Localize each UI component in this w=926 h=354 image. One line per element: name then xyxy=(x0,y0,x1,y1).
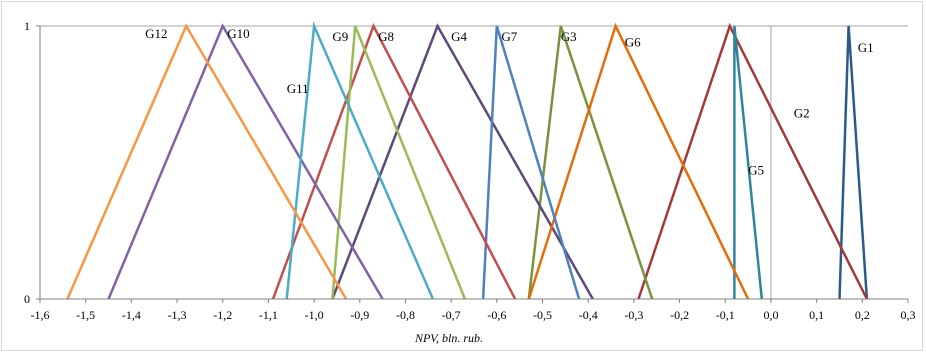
x-tick-label: -1,3 xyxy=(168,308,187,322)
series-label-g11: G11 xyxy=(287,81,309,96)
x-tick-label: -0,9 xyxy=(350,308,369,322)
x-tick-label: 0,3 xyxy=(901,308,916,322)
grid-layer xyxy=(40,25,908,299)
x-tick-label: -1,4 xyxy=(122,308,141,322)
x-tick-label: -0,3 xyxy=(624,308,643,322)
x-tick-label: 0,2 xyxy=(855,308,870,322)
series-line-g5 xyxy=(733,25,764,300)
x-tick-label: -0,7 xyxy=(442,308,461,322)
series-line-g11 xyxy=(285,21,435,300)
series-label-g6: G6 xyxy=(625,34,641,49)
x-tick-label: -0,5 xyxy=(533,308,552,322)
x-tick-label: -1,1 xyxy=(259,308,278,322)
series-line-g3 xyxy=(527,25,654,300)
x-tick-label: -0,8 xyxy=(396,308,415,322)
series-label-g10: G10 xyxy=(227,26,249,41)
x-tick-label: 0,0 xyxy=(763,308,778,322)
series-label-g8: G8 xyxy=(378,29,394,44)
series-label-g9: G9 xyxy=(332,29,348,44)
x-tick-label: -0,6 xyxy=(487,308,506,322)
y-tick-label: 0 xyxy=(24,292,30,306)
series-label-g4: G4 xyxy=(451,29,467,44)
series-line-g7 xyxy=(481,25,581,300)
x-tick-label: -1,0 xyxy=(305,308,324,322)
series-line-g8 xyxy=(271,22,517,300)
x-tick-label: -0,2 xyxy=(670,308,689,322)
y-tick-label: 1 xyxy=(24,19,30,33)
series-label-g12: G12 xyxy=(145,26,167,41)
x-tick-label: 0,1 xyxy=(809,308,824,322)
series-line-g10 xyxy=(107,23,384,300)
series-label-g1: G1 xyxy=(858,40,874,55)
series-label-layer: G12 G10 G11 G9 G8 G4 G7 G3 G6 G1 G2 G5 xyxy=(145,26,874,178)
x-tick-label: -1,5 xyxy=(76,308,95,322)
series-line-g1 xyxy=(838,25,869,300)
x-tick-label: -1,6 xyxy=(31,308,50,322)
series-line-g6 xyxy=(527,22,750,300)
series-line-g2 xyxy=(637,22,869,300)
series-line-g9 xyxy=(331,25,467,300)
series-layer xyxy=(66,21,869,300)
series-label-g5: G5 xyxy=(748,163,764,178)
series-label-g3: G3 xyxy=(561,29,577,44)
series-label-g2: G2 xyxy=(794,105,810,120)
series-line-g4 xyxy=(331,23,594,300)
series-label-g7: G7 xyxy=(501,29,517,44)
series-line-g12 xyxy=(66,23,348,300)
axis-layer: -1,6 -1,5 -1,4 -1,3 -1,2 -1,1 -1,0 -0,9 -0,8 -0,7… xyxy=(24,19,916,322)
x-tick-label: -0,4 xyxy=(579,308,598,322)
x-tick-label: -1,2 xyxy=(213,308,232,322)
x-tick-label: -0,1 xyxy=(716,308,735,322)
x-axis-title: NPV, bln. rub. xyxy=(414,331,483,345)
